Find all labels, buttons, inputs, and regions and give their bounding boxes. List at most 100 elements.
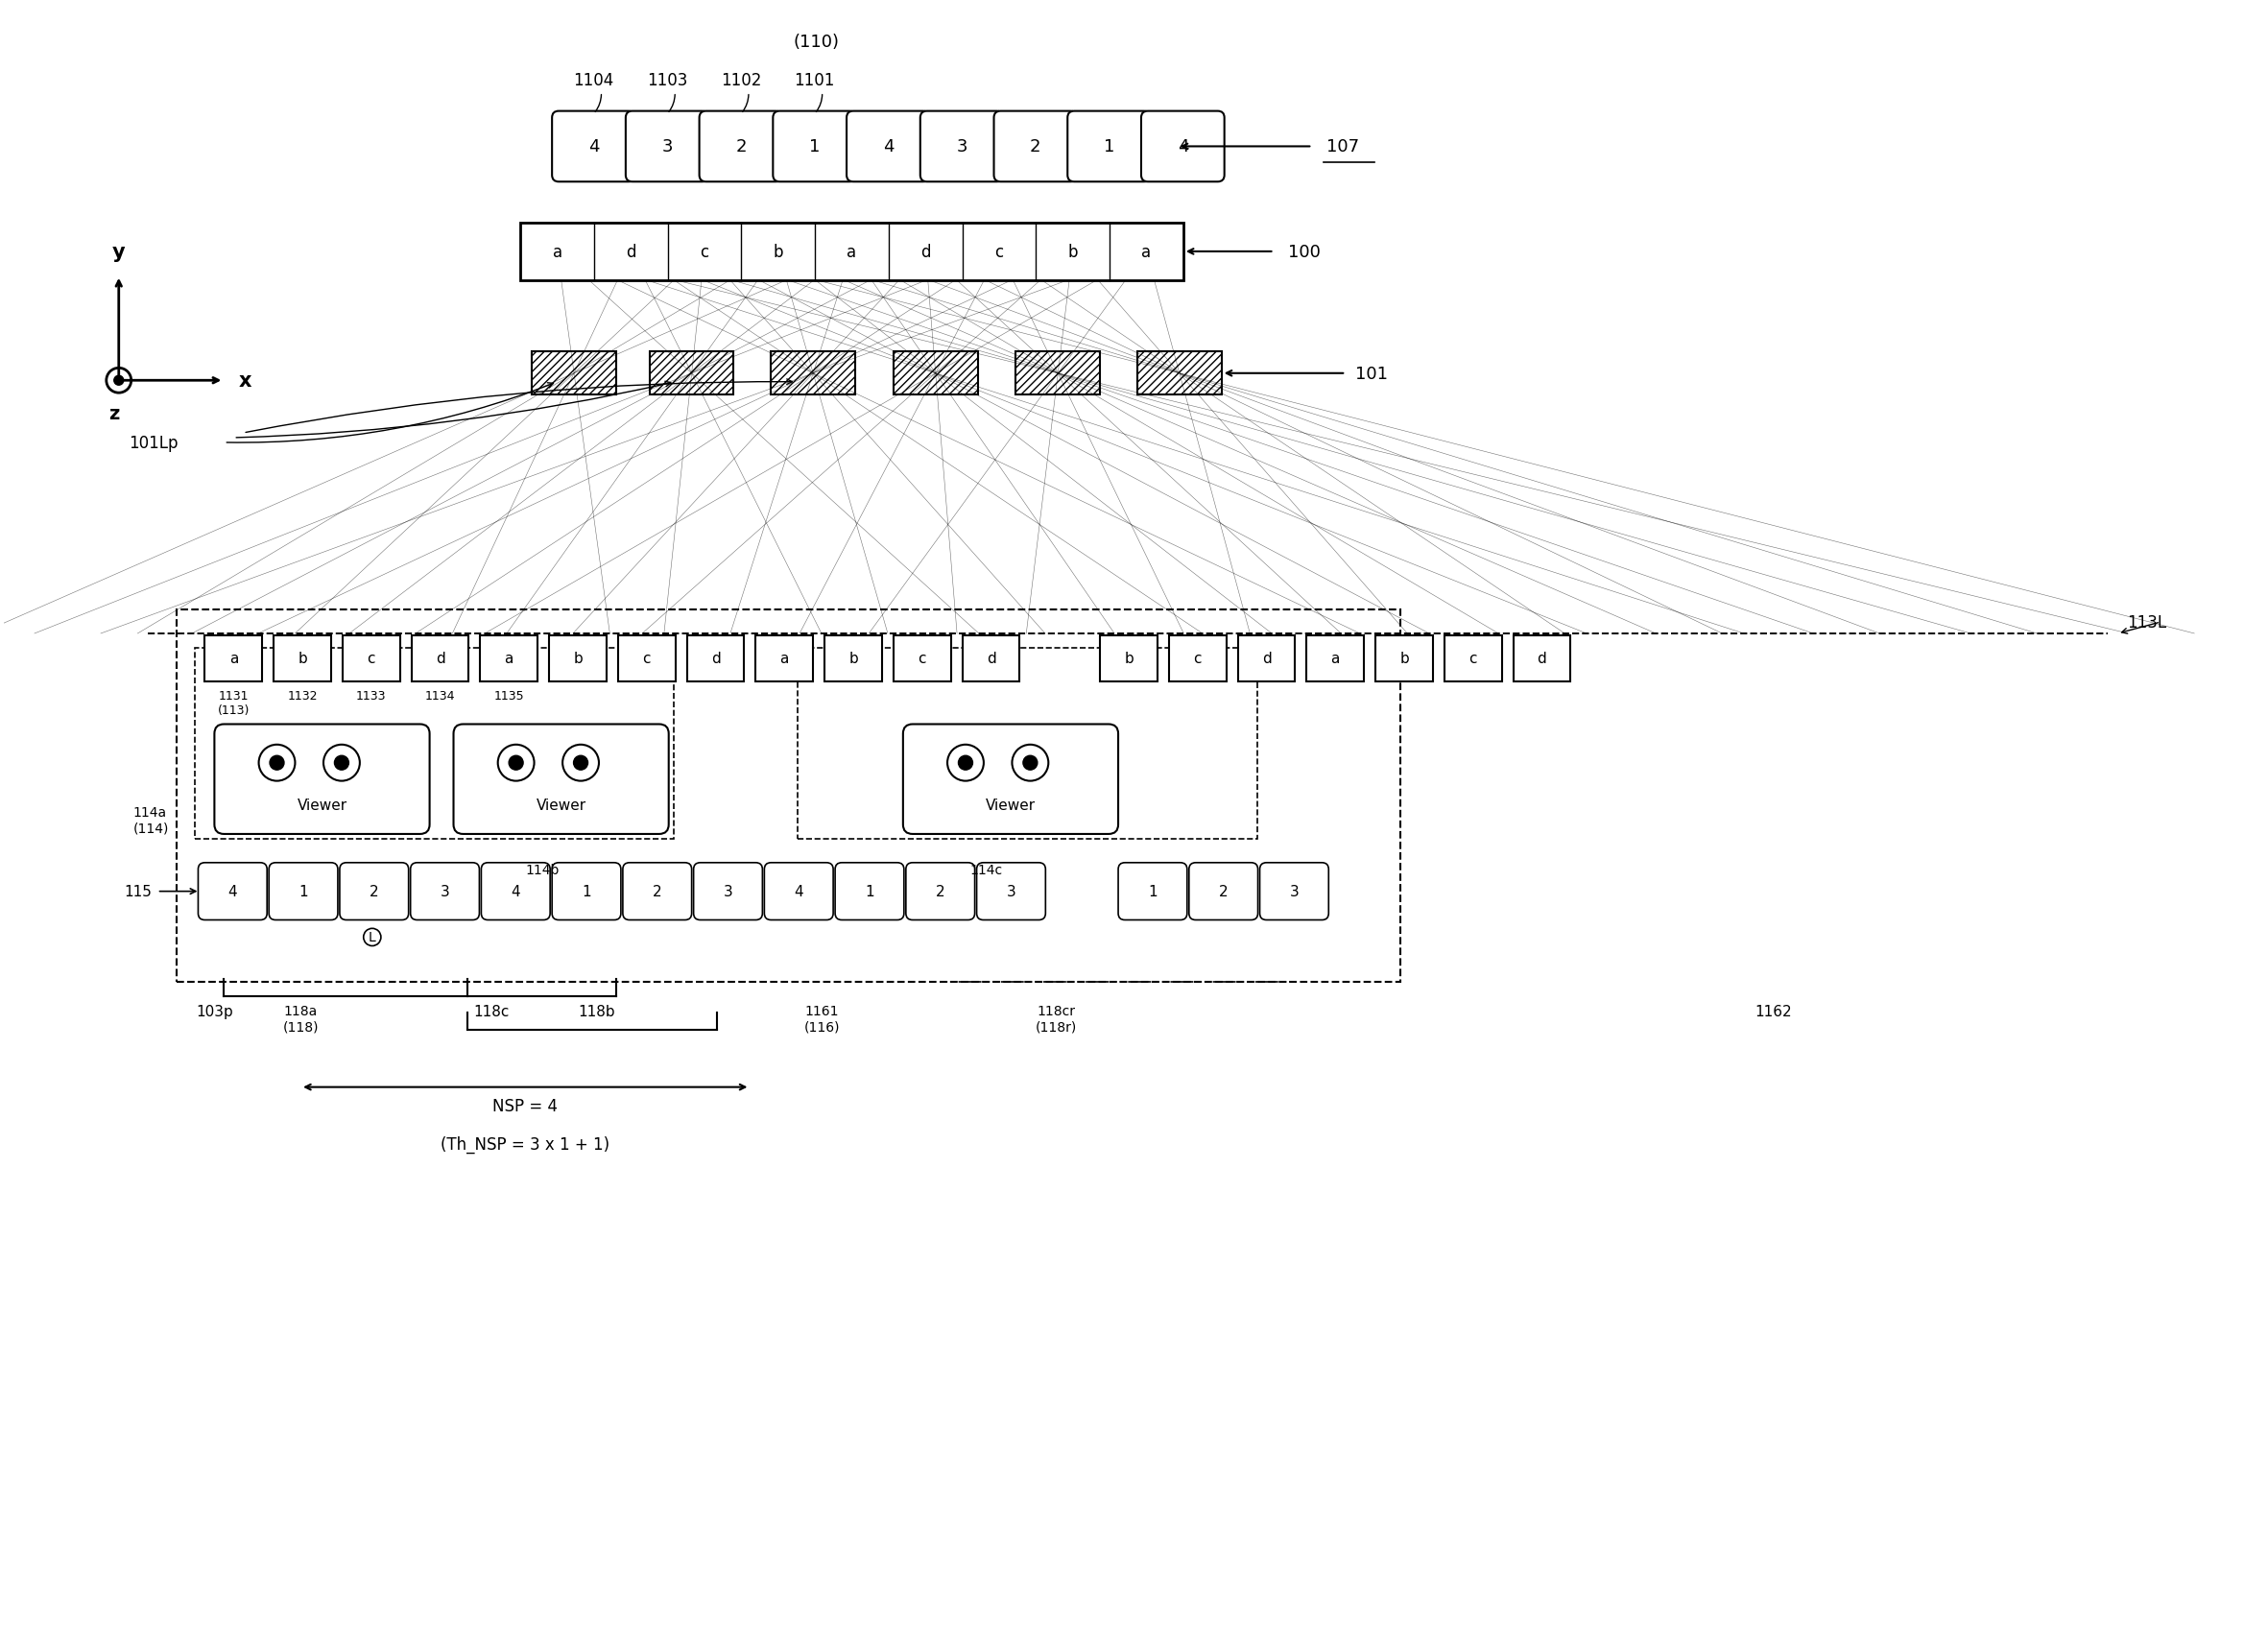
- Bar: [894, 637, 950, 681]
- Text: 2: 2: [1030, 138, 1041, 156]
- FancyBboxPatch shape: [215, 725, 429, 834]
- Text: a: a: [553, 243, 562, 262]
- Text: Viewer: Viewer: [297, 798, 347, 813]
- Text: L: L: [367, 931, 376, 944]
- Text: 115: 115: [125, 885, 152, 898]
- Text: b: b: [574, 651, 583, 666]
- Text: b: b: [848, 651, 857, 666]
- Circle shape: [1023, 757, 1036, 770]
- Text: 1104: 1104: [574, 72, 615, 89]
- Bar: [1306, 637, 1363, 681]
- Text: b: b: [1399, 651, 1408, 666]
- Circle shape: [574, 757, 587, 770]
- Text: 3: 3: [1007, 885, 1016, 898]
- Text: d: d: [1261, 651, 1270, 666]
- Bar: [962, 637, 1021, 681]
- Text: 1134: 1134: [424, 689, 456, 702]
- Text: 1: 1: [1105, 138, 1114, 156]
- Text: 1: 1: [864, 885, 873, 898]
- Circle shape: [959, 757, 973, 770]
- Text: 3: 3: [723, 885, 733, 898]
- Text: c: c: [1470, 651, 1476, 666]
- Bar: [1374, 637, 1433, 681]
- Text: 4: 4: [587, 138, 599, 156]
- Text: 103p: 103p: [195, 1005, 234, 1018]
- Text: c: c: [642, 651, 651, 666]
- Text: 113L: 113L: [2127, 614, 2166, 632]
- Circle shape: [508, 757, 524, 770]
- Text: a: a: [1331, 651, 1340, 666]
- Text: 114c: 114c: [971, 864, 1002, 877]
- Text: z: z: [109, 405, 120, 423]
- Text: d: d: [1538, 651, 1547, 666]
- FancyBboxPatch shape: [903, 725, 1118, 834]
- Bar: [798, 648, 1256, 839]
- Text: 4: 4: [229, 885, 238, 898]
- Text: a: a: [503, 651, 513, 666]
- Text: 118a
(118): 118a (118): [284, 1005, 318, 1033]
- Text: 1103: 1103: [646, 72, 687, 89]
- FancyBboxPatch shape: [270, 864, 338, 920]
- Text: Viewer: Viewer: [535, 798, 585, 813]
- Text: 100: 100: [1288, 243, 1320, 262]
- Text: 2: 2: [370, 885, 379, 898]
- FancyBboxPatch shape: [1188, 864, 1259, 920]
- FancyBboxPatch shape: [1118, 864, 1186, 920]
- Text: 1131
(113): 1131 (113): [218, 689, 249, 716]
- Bar: [1238, 637, 1295, 681]
- Bar: [687, 637, 744, 681]
- Text: a: a: [846, 243, 857, 262]
- Bar: [1100, 637, 1157, 681]
- Text: d: d: [435, 651, 445, 666]
- Bar: [1016, 352, 1100, 395]
- FancyBboxPatch shape: [694, 864, 762, 920]
- Text: b: b: [297, 651, 306, 666]
- FancyBboxPatch shape: [773, 112, 855, 183]
- Text: 1101: 1101: [794, 72, 835, 89]
- Text: 118b: 118b: [578, 1005, 615, 1018]
- Bar: [204, 637, 263, 681]
- Text: NSP = 4: NSP = 4: [492, 1097, 558, 1114]
- Text: 2: 2: [735, 138, 746, 156]
- Text: 118cr
(118r): 118cr (118r): [1034, 1005, 1077, 1033]
- FancyBboxPatch shape: [764, 864, 832, 920]
- Bar: [1445, 637, 1501, 681]
- Text: 3: 3: [662, 138, 674, 156]
- Bar: [771, 352, 855, 395]
- Bar: [826, 637, 882, 681]
- Bar: [533, 352, 617, 395]
- Text: 1161
(116): 1161 (116): [803, 1005, 839, 1033]
- Text: 1102: 1102: [721, 72, 762, 89]
- FancyBboxPatch shape: [626, 112, 710, 183]
- Text: 1: 1: [299, 885, 308, 898]
- Text: 4: 4: [510, 885, 519, 898]
- Text: b: b: [1125, 651, 1134, 666]
- Text: 1135: 1135: [494, 689, 524, 702]
- FancyBboxPatch shape: [921, 112, 1002, 183]
- Text: c: c: [1193, 651, 1202, 666]
- Text: b: b: [773, 243, 782, 262]
- Bar: [1168, 637, 1227, 681]
- Text: 101Lp: 101Lp: [129, 434, 177, 452]
- Circle shape: [333, 757, 349, 770]
- FancyBboxPatch shape: [1141, 112, 1225, 183]
- FancyBboxPatch shape: [846, 112, 930, 183]
- Text: 3: 3: [1290, 885, 1300, 898]
- Bar: [411, 637, 469, 681]
- Bar: [617, 637, 676, 681]
- Text: 118c: 118c: [474, 1005, 510, 1018]
- Bar: [519, 224, 1184, 281]
- FancyBboxPatch shape: [1068, 112, 1150, 183]
- Bar: [342, 637, 399, 681]
- Bar: [195, 648, 674, 839]
- FancyBboxPatch shape: [1259, 864, 1329, 920]
- Bar: [1513, 637, 1572, 681]
- Text: d: d: [987, 651, 996, 666]
- Text: c: c: [701, 243, 710, 262]
- Text: 1: 1: [1148, 885, 1157, 898]
- Text: 4: 4: [1177, 138, 1188, 156]
- Text: a: a: [229, 651, 238, 666]
- Bar: [1136, 352, 1222, 395]
- Text: 3: 3: [957, 138, 968, 156]
- Text: Viewer: Viewer: [987, 798, 1036, 813]
